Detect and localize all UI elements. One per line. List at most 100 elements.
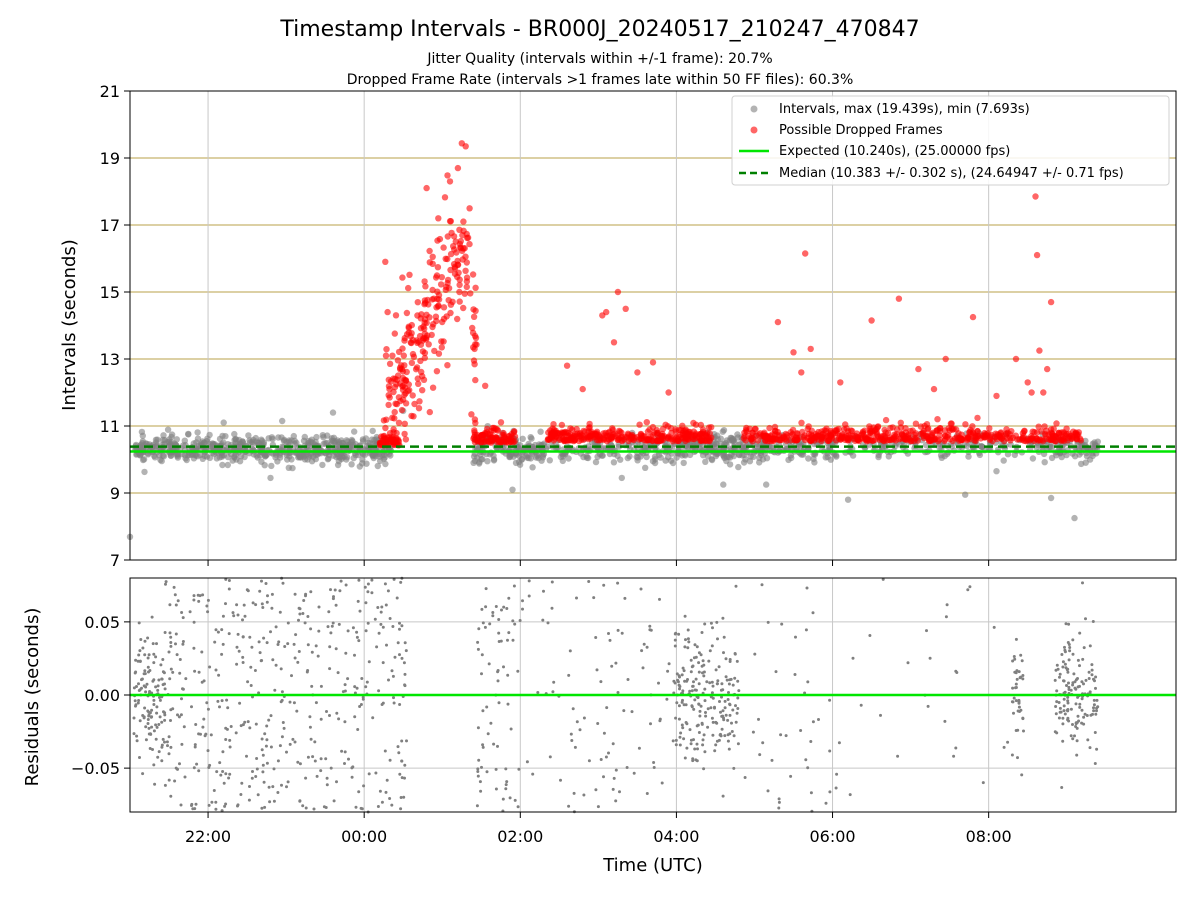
residual-point xyxy=(504,767,508,771)
residual-point xyxy=(721,794,725,798)
residual-point xyxy=(400,739,404,743)
residual-point xyxy=(1092,703,1096,707)
residual-point xyxy=(1091,620,1095,623)
residual-point xyxy=(309,627,313,631)
interval-point xyxy=(153,439,160,446)
residual-point xyxy=(181,640,185,643)
residual-point xyxy=(386,589,390,593)
residual-point xyxy=(491,611,495,614)
dropped-frame-point xyxy=(390,426,397,433)
residual-point xyxy=(724,657,728,661)
residual-point xyxy=(398,653,401,657)
residual-point xyxy=(251,770,254,773)
residual-point xyxy=(1014,729,1018,732)
residual-point xyxy=(171,670,175,674)
residual-point xyxy=(799,729,803,732)
dropped-frame-point xyxy=(1044,365,1051,373)
dropped-frame-point xyxy=(705,424,713,431)
intervals-legend: Intervals, max (19.439s), min (7.693s) P… xyxy=(731,95,1170,186)
dropped-frame-point xyxy=(892,433,899,440)
residual-point xyxy=(144,690,148,694)
residual-point xyxy=(192,766,196,770)
residual-point xyxy=(710,716,714,720)
residual-point xyxy=(954,669,958,673)
residual-point xyxy=(1012,655,1016,658)
residual-point xyxy=(732,734,736,738)
dropped-frame-point xyxy=(615,434,622,441)
residual-point xyxy=(569,732,573,736)
interval-point xyxy=(746,458,754,465)
residual-point xyxy=(868,634,872,637)
residual-point xyxy=(309,737,313,741)
residual-point xyxy=(476,726,480,730)
dropped-frame-point xyxy=(798,419,805,426)
dropped-frame-point xyxy=(421,354,428,362)
residual-point xyxy=(152,661,156,665)
residual-point xyxy=(1092,709,1096,713)
dropped-frame-point xyxy=(1063,425,1070,432)
residual-point xyxy=(237,649,241,653)
residual-point xyxy=(167,735,171,739)
dropped-frame-point xyxy=(454,164,462,172)
dropped-frame-point xyxy=(385,376,392,383)
residual-point xyxy=(243,720,247,724)
dropped-frame-point xyxy=(881,426,888,434)
residual-point xyxy=(660,781,664,785)
dropped-frame-point xyxy=(402,400,410,407)
residual-point xyxy=(713,705,716,709)
residual-point xyxy=(308,715,312,719)
dropped-frame-point xyxy=(941,437,948,444)
residual-point xyxy=(160,720,164,724)
residual-point xyxy=(702,767,706,771)
interval-point xyxy=(1011,451,1018,459)
residual-point xyxy=(192,598,196,602)
residual-point xyxy=(355,630,359,634)
residual-point xyxy=(724,675,728,679)
residual-point xyxy=(168,631,172,635)
residual-point xyxy=(240,781,244,785)
residual-point xyxy=(1073,734,1076,738)
dropped-frame-point xyxy=(697,431,704,438)
residual-point xyxy=(809,740,813,743)
residual-point xyxy=(1060,653,1064,656)
residual-point xyxy=(165,740,169,744)
residual-point xyxy=(1019,708,1023,712)
time-x-tick-label: 02:00 xyxy=(497,827,543,846)
residual-point xyxy=(717,738,721,742)
dropped-frame-point xyxy=(414,299,421,306)
interval-point xyxy=(267,474,274,482)
residual-point xyxy=(707,659,711,663)
residual-point xyxy=(968,585,972,589)
dropped-frame-point xyxy=(665,389,672,396)
dropped-frame-point xyxy=(447,250,455,258)
residual-point xyxy=(567,673,571,677)
residual-point xyxy=(1055,731,1059,735)
dropped-frame-point xyxy=(690,419,697,427)
interval-point xyxy=(758,451,765,459)
interval-point xyxy=(592,458,600,466)
residual-point xyxy=(236,613,240,617)
residual-point xyxy=(235,603,239,607)
residual-point xyxy=(166,744,169,748)
residual-point xyxy=(179,713,183,717)
dropped-frame-point xyxy=(599,435,606,442)
dropped-frame-point xyxy=(766,424,773,432)
interval-point xyxy=(470,459,477,466)
interval-point xyxy=(726,454,734,461)
residual-point xyxy=(678,675,681,679)
residual-point xyxy=(147,653,151,657)
interval-point xyxy=(652,456,659,463)
interval-point xyxy=(544,443,551,450)
residual-point xyxy=(193,669,197,673)
residual-point xyxy=(1066,641,1070,644)
residual-point xyxy=(399,796,403,799)
residual-point xyxy=(325,776,329,780)
residual-point xyxy=(180,742,184,746)
residual-point xyxy=(681,698,684,702)
residual-point xyxy=(1090,673,1094,677)
interval-point xyxy=(194,429,201,436)
dropped-frame-point xyxy=(418,368,425,376)
residual-point xyxy=(696,723,700,727)
residual-point xyxy=(214,807,218,811)
residual-point xyxy=(227,587,231,591)
